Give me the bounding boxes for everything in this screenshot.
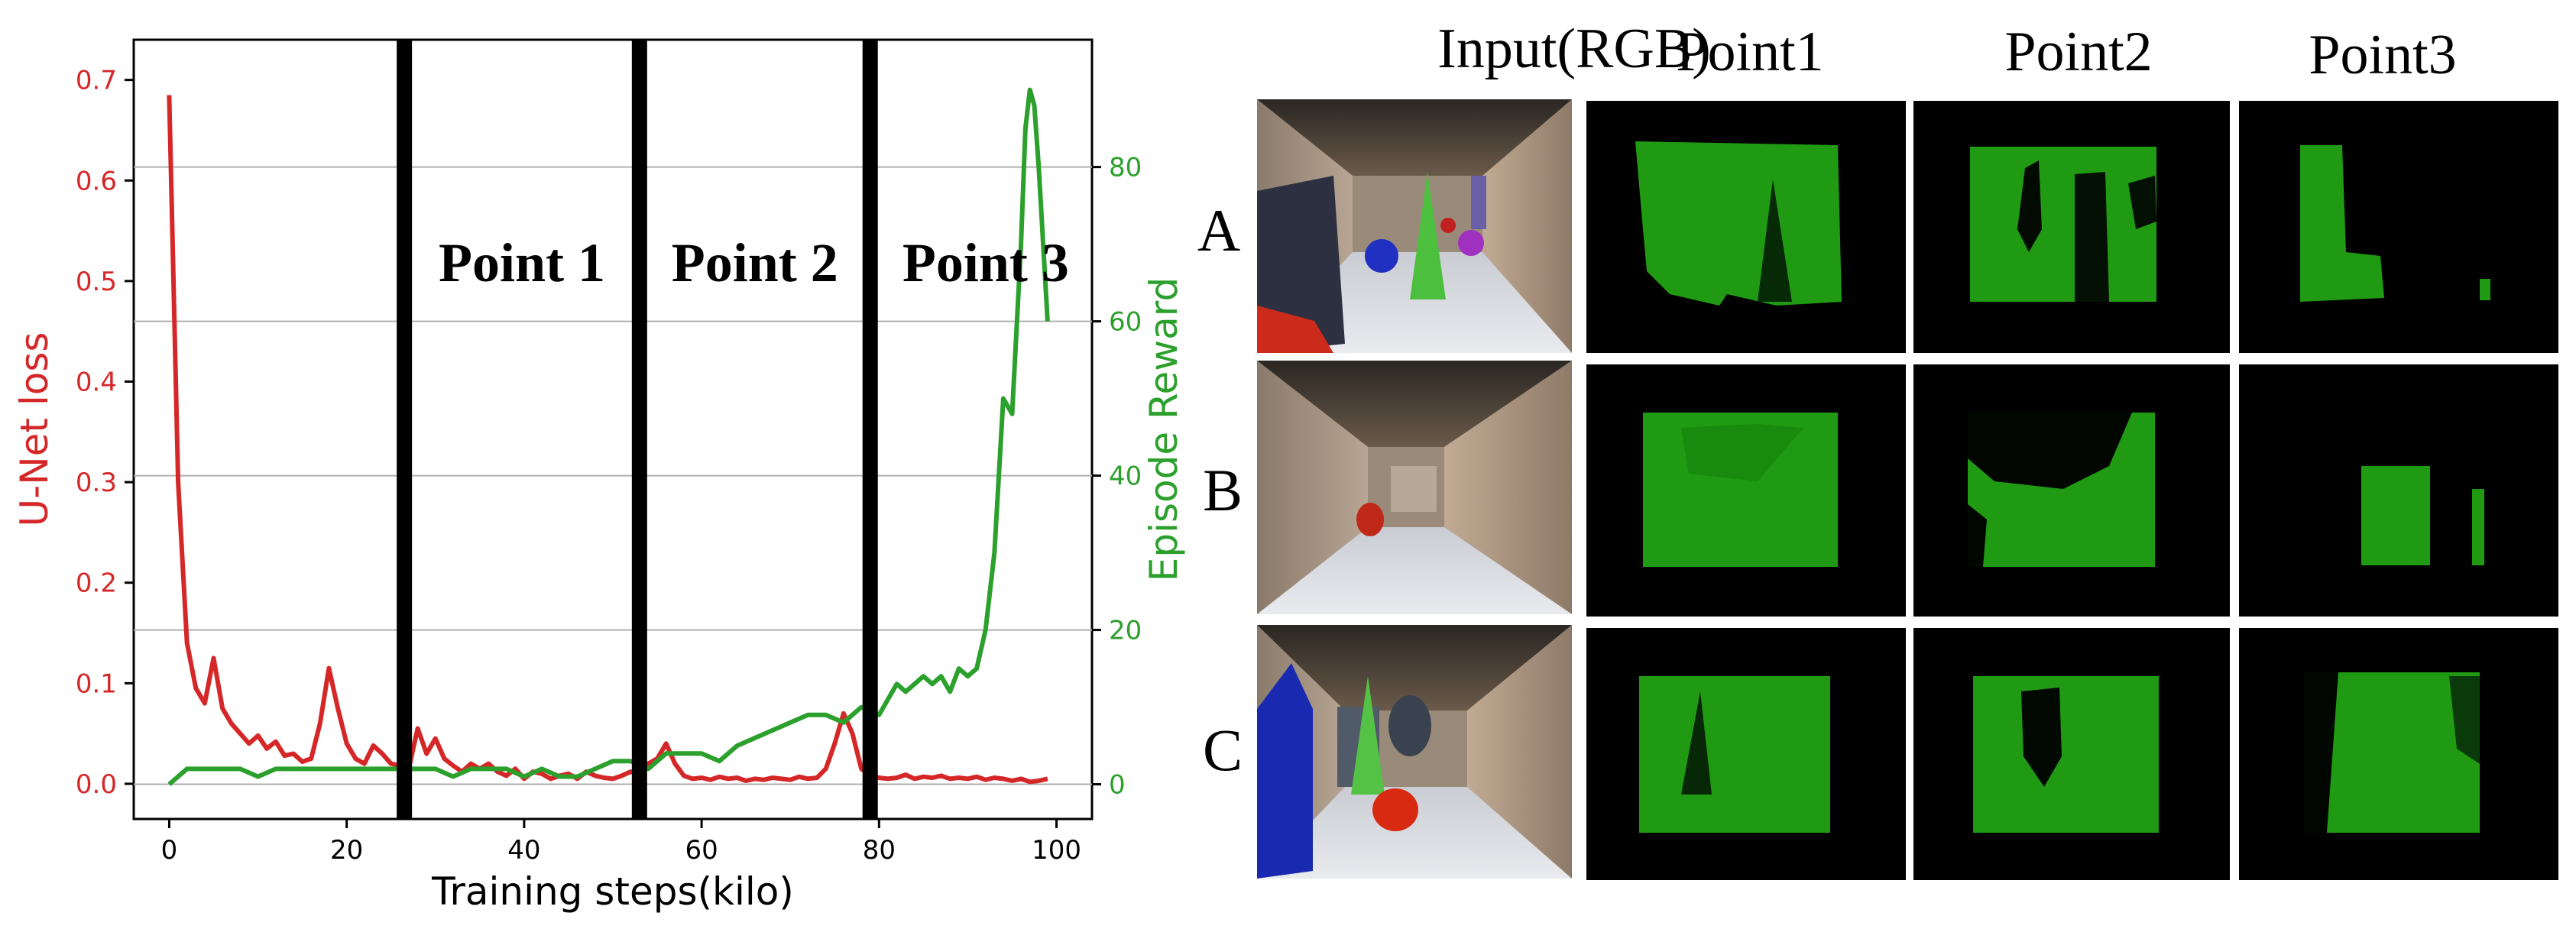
y-left-tick-label-1: 0.1: [76, 668, 117, 699]
phase-divider-3: [862, 40, 878, 819]
x-tick-label-2: 40: [507, 835, 540, 866]
mask-b-point1: [1586, 364, 1906, 617]
reward-series-line: [167, 87, 1050, 786]
phase-dividers: [397, 40, 878, 819]
mask-a-point2: [1913, 101, 2230, 353]
mask-a-point3: [2239, 101, 2558, 353]
col-header-point2: Point2: [2004, 21, 2152, 83]
col-header-input: Input(RGB): [1437, 18, 1711, 80]
y-left-tick-label-5: 0.5: [76, 267, 117, 297]
y-left-tick-label-3: 0.3: [76, 468, 117, 498]
y-right-axis-ticks: 0 20 40 60 80: [1092, 153, 1142, 801]
y-left-tick-label-4: 0.4: [76, 367, 117, 397]
mask-c-point1: [1586, 628, 1906, 880]
x-tick-label-5: 100: [1032, 835, 1081, 866]
col-header-point1: Point1: [1676, 21, 1823, 83]
phase-label-1: Point 1: [439, 232, 605, 293]
y-right-tick-label-0: 0: [1109, 770, 1126, 801]
x-axis-label: Training steps(kilo): [431, 869, 794, 914]
y-right-tick-label-4: 80: [1109, 153, 1142, 183]
x-tick-label-3: 60: [685, 835, 718, 866]
row-label-c: C: [1203, 717, 1243, 783]
x-tick-label-1: 20: [330, 835, 363, 866]
phase-divider-2: [631, 40, 647, 819]
mask-b-point3: [2239, 364, 2558, 617]
y-left-axis-ticks: 0.0 0.1 0.2 0.3 0.4 0.5 0.6 0.7: [76, 66, 134, 800]
plot-frame: [132, 38, 1094, 821]
input-image-b: [1257, 361, 1572, 614]
input-image-a: [1257, 99, 1572, 353]
y-right-axis-label: Episode Reward: [1142, 277, 1186, 581]
y-left-tick-label-6: 0.6: [76, 166, 117, 196]
y-right-tick-label-2: 40: [1109, 461, 1142, 492]
mask-c-point3: [2239, 628, 2558, 880]
mask-c-point2: [1913, 628, 2230, 880]
y-right-tick-label-3: 60: [1109, 307, 1142, 338]
x-tick-label-0: 0: [161, 835, 178, 866]
mask-a-point1: [1586, 101, 1906, 353]
phase-label-2: Point 2: [672, 232, 838, 293]
training-chart: 0 20 40 60 80 100 0.0 0.1 0.2 0.3 0.4 0.5 0.6 0.7 0 2…: [12, 38, 1186, 914]
y-left-tick-label-0: 0.0: [76, 769, 117, 800]
x-tick-label-4: 80: [863, 835, 896, 866]
row-label-a: A: [1197, 197, 1240, 264]
y-left-tick-label-7: 0.7: [76, 66, 117, 96]
x-axis-ticks: 0 20 40 60 80 100: [161, 819, 1081, 866]
input-image-c: [1257, 625, 1572, 879]
y-left-tick-label-2: 0.2: [76, 568, 117, 599]
phase-divider-1: [397, 40, 413, 819]
col-header-point3: Point3: [2309, 24, 2456, 86]
phase-label-3: Point 3: [902, 232, 1069, 293]
phase-annotations: Point 1 Point 2 Point 3: [439, 232, 1069, 293]
mask-b-point2: [1913, 364, 2230, 617]
row-label-b: B: [1203, 457, 1243, 523]
y-left-axis-label: U-Net loss: [12, 332, 57, 527]
loss-series-line: [167, 95, 1048, 785]
grid-lines: [134, 166, 1092, 785]
y-right-tick-label-1: 20: [1109, 616, 1142, 646]
